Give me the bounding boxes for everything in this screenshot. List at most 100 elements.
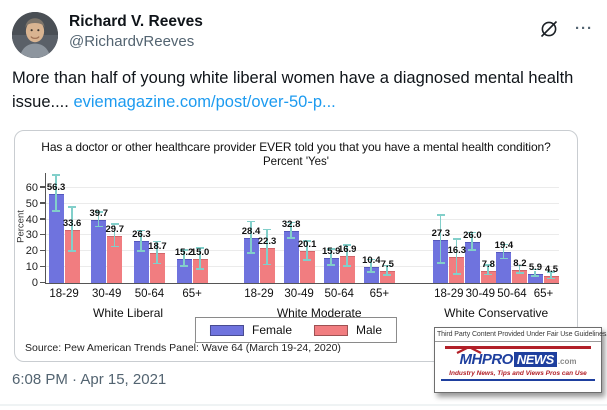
author-handle[interactable]: @RichardvReeves (69, 33, 195, 50)
bar-value-label: 27.3 (431, 227, 451, 239)
error-bar-cap (153, 240, 162, 243)
grok-circle-slash-icon[interactable] (539, 19, 559, 39)
panel-label: White Conservative (444, 306, 549, 320)
male-swatch (314, 324, 348, 336)
bar-slot: 7.5 (379, 173, 395, 283)
bar-value-label: 18.7 (148, 241, 167, 253)
y-tick-mark (40, 186, 45, 188)
legend-item-male: Male (314, 323, 382, 337)
chart-title: Has a doctor or other healthcare provide… (41, 140, 551, 154)
error-bar-cap (247, 252, 255, 254)
chart-panel: 27.3 16.3 18-29 26.0 7.8 30-49 19.4 8.2 50-64 5.9… (431, 173, 559, 320)
author-name[interactable]: Richard V. Reeves (69, 13, 203, 30)
bar-group: 56.3 33.6 18-29 (47, 173, 81, 300)
error-bar (455, 239, 458, 275)
bar-value-label: 16.3 (447, 245, 467, 257)
y-tick-label: 0 (31, 277, 38, 289)
error-bar (55, 175, 57, 212)
error-bar-cap (303, 259, 312, 261)
gridline (46, 218, 559, 220)
chart-subtitle: Percent 'Yes' (263, 156, 329, 168)
y-tick-mark (40, 281, 45, 283)
bar-slot: 18.7 (148, 173, 167, 283)
error-bar (266, 230, 268, 266)
x-tick-label: 50-64 (497, 288, 527, 300)
gridline (46, 186, 559, 188)
error-bar-cap (436, 262, 445, 264)
logo-mh: MH (459, 350, 482, 368)
error-bar-cap (68, 250, 77, 252)
error-bar-cap (327, 264, 336, 266)
tweet-media-chart[interactable]: Has a doctor or other healthcare provide… (14, 130, 578, 362)
error-bar-cap (263, 228, 271, 231)
bar-slot: 16.3 (447, 173, 467, 283)
error-bar-cap (383, 264, 392, 267)
chart-panel: 28.4 22.3 18-29 32.8 20.1 30-49 15.9 16.9 50-64 1… (242, 173, 395, 320)
error-bar-cap (94, 225, 103, 228)
error-bar-cap (196, 268, 205, 270)
error-bar-cap (452, 238, 461, 240)
bar-group: 28.4 22.3 18-29 (242, 173, 276, 300)
error-bar-cap (137, 250, 146, 252)
bar-slot: 32.8 (282, 173, 300, 283)
error-bar-cap (180, 249, 189, 251)
error-bar-cap (343, 265, 352, 267)
bar-value-label: 15.2 (174, 246, 194, 258)
bar-slot: 29.7 (105, 173, 124, 283)
more-menu-icon[interactable]: ··· (575, 20, 593, 37)
error-bar-cap (68, 206, 77, 208)
bar-slot: 15.0 (190, 173, 210, 283)
bar-value-label: 8.2 (513, 258, 527, 269)
error-bar-cap (452, 273, 461, 275)
error-bar-cap (303, 240, 312, 242)
error-bar (183, 250, 185, 267)
x-tick-label: 50-64 (134, 288, 165, 300)
bar-slot: 5.9 (527, 173, 543, 283)
y-tick-label: 30 (25, 229, 38, 242)
fair-use-watermark: Third Party Content Provided Under Fair … (434, 327, 607, 393)
bar-group: 19.4 8.2 50-64 (494, 173, 528, 300)
error-bar-cap (110, 223, 119, 225)
error-bar-cap (383, 274, 392, 276)
error-bar-cap (52, 210, 61, 212)
y-tick-mark (40, 233, 45, 236)
bar-group: 5.9 4.5 65+ (527, 173, 559, 300)
error-bar (306, 241, 308, 261)
female-swatch (209, 324, 244, 336)
bar-value-label: 10.4 (362, 254, 381, 266)
bar-group: 27.3 16.3 18-29 (431, 173, 467, 300)
error-bar-cap (196, 247, 205, 249)
bar-slot: 20.1 (298, 173, 316, 283)
bar-value-label: 15.9 (321, 245, 341, 257)
error-bar-cap (531, 275, 540, 277)
error-bar-cap (287, 221, 296, 224)
avatar[interactable] (12, 12, 58, 58)
logo-tld: .com (557, 356, 577, 366)
bar-value-label: 7.5 (380, 259, 394, 271)
error-bar (534, 270, 536, 277)
x-tick-label: 18-29 (49, 288, 79, 300)
error-bar (346, 245, 348, 267)
error-bar-cap (247, 220, 255, 223)
bar-slot: 27.3 (431, 173, 451, 283)
error-bar (113, 224, 116, 248)
error-bar (502, 245, 505, 260)
tweet-link[interactable]: eviemagazine.com/post/over-50-p... (73, 93, 336, 111)
bar-slot: 33.6 (63, 173, 81, 283)
y-tick-mark (40, 202, 45, 204)
bar-value-label: 15.0 (190, 247, 210, 259)
bar-value-label: 4.5 (544, 263, 559, 275)
error-bar (550, 272, 552, 280)
tweet-text: More than half of young white liberal wo… (12, 66, 600, 114)
bar-value-label: 26.0 (463, 229, 482, 241)
bar-value-label: 19.4 (494, 240, 514, 252)
error-bar-cap (180, 265, 189, 267)
error-bar-cap (515, 264, 524, 267)
panel-label: White Moderate (276, 306, 362, 320)
bar-slot: 10.4 (362, 173, 381, 283)
watermark-blue-rule (441, 378, 595, 381)
x-tick-label: 18-29 (434, 288, 464, 300)
bar-group: 32.8 20.1 30-49 (282, 173, 317, 300)
roof-icon (456, 345, 482, 354)
tweet-text-body: More than half of young white liberal wo… (12, 69, 574, 111)
